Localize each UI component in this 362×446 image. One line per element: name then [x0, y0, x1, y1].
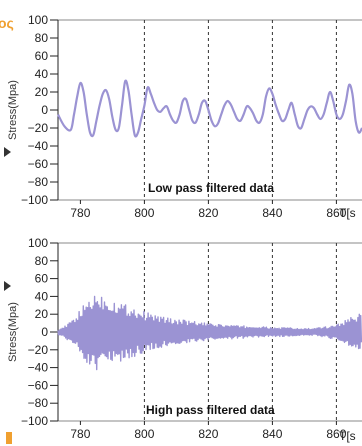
left-edge-strip: ος [0, 0, 14, 446]
x-axis-label: T[s [339, 206, 356, 220]
y-tick-label: −40 [28, 361, 49, 375]
x-tick-label: 860 [326, 206, 346, 220]
y-tick-label: −60 [28, 378, 49, 392]
y-tick-label: 20 [35, 85, 49, 99]
y-tick-label: −80 [28, 396, 49, 410]
edge-arrow-icon [4, 147, 11, 157]
x-tick-label: 840 [262, 206, 282, 220]
y-tick-label: −20 [28, 121, 49, 135]
panel-title: Low pass filtered data [148, 181, 274, 195]
x-tick-label: 820 [198, 427, 218, 441]
y-tick-label: −80 [28, 175, 49, 189]
edge-orange-mark [6, 432, 12, 444]
y-tick-label: 60 [35, 49, 49, 63]
y-tick-label: 20 [35, 307, 49, 321]
y-tick-label: −100 [21, 414, 48, 428]
y-tick-label: 60 [35, 272, 49, 286]
y-tick-label: −60 [28, 157, 49, 171]
y-tick-label: 40 [35, 67, 49, 81]
y-tick-label: 80 [35, 31, 49, 45]
x-tick-label: 860 [326, 427, 346, 441]
x-axis-label: T[s [339, 429, 356, 443]
y-tick-label: 40 [35, 289, 49, 303]
edge-text: ος [0, 15, 14, 31]
y-axis-title: Stress(Mpa) [7, 302, 19, 362]
x-tick-label: 780 [70, 206, 90, 220]
left-edge-marks: ος [0, 15, 14, 444]
y-tick-label: 0 [41, 103, 48, 117]
x-tick-label: 780 [70, 427, 90, 441]
x-tick-label: 800 [134, 206, 154, 220]
x-tick-label: 800 [134, 427, 154, 441]
y-tick-label: −40 [28, 139, 49, 153]
y-tick-label: 80 [35, 254, 49, 268]
y-tick-label: 0 [41, 325, 48, 339]
y-axis-title: Stress(Mpa) [7, 80, 19, 140]
y-tick-label: −100 [21, 193, 48, 207]
y-tick-label: −20 [28, 343, 49, 357]
x-tick-label: 820 [198, 206, 218, 220]
x-tick-label: 840 [262, 427, 282, 441]
series-line-low-pass [57, 79, 362, 138]
panel-title: High pass filtered data [146, 403, 275, 417]
series-line-high-pass [57, 295, 362, 371]
y-tick-label: 100 [28, 236, 48, 250]
edge-arrow-icon [4, 281, 11, 291]
y-tick-label: 100 [28, 13, 48, 27]
